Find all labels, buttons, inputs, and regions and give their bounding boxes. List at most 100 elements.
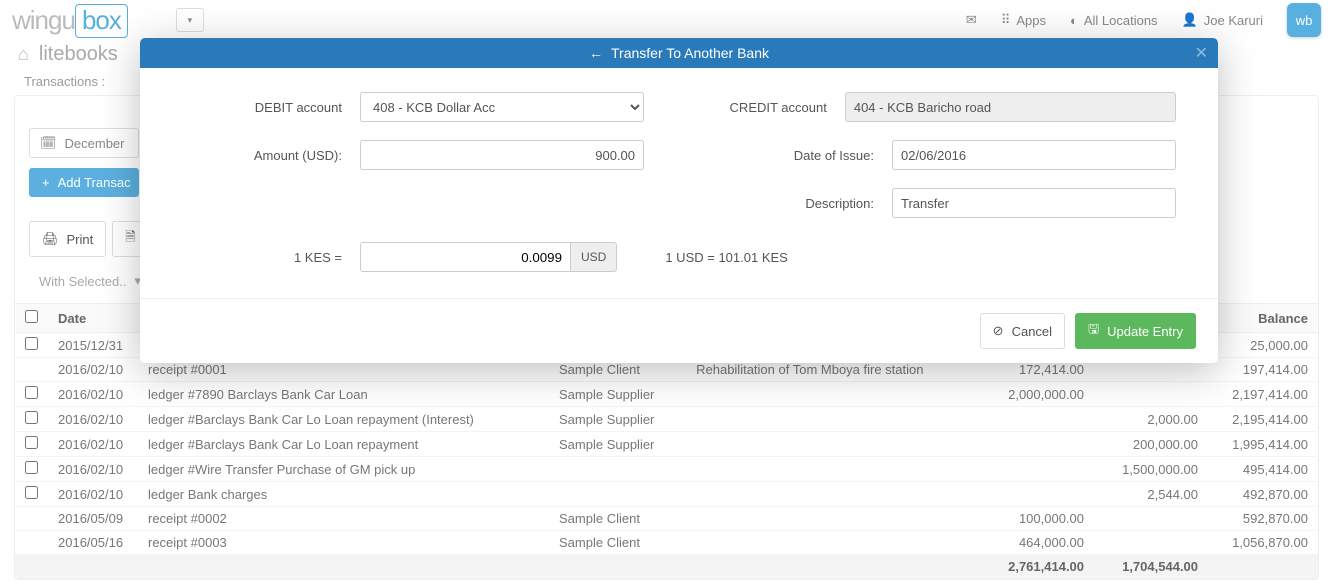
date-label: Date of Issue: [714, 148, 874, 163]
rate-text: 1 USD = 101.01 KES [665, 250, 788, 265]
cell-balance: 495,414.00 [1208, 457, 1318, 482]
cell-desc: receipt #0002 [138, 507, 549, 531]
cell-memo [686, 482, 980, 507]
globe-icon: ◐ [1070, 13, 1078, 28]
cell-debit [980, 457, 1094, 482]
daterange-label: December [65, 136, 125, 151]
rate-input[interactable] [360, 242, 570, 272]
table-row[interactable]: 2016/02/10ledger #7890 Barclays Bank Car… [15, 382, 1318, 407]
rate-label: 1 KES = [182, 250, 342, 265]
rate-group: USD [360, 242, 617, 272]
rate-unit: USD [570, 242, 617, 272]
cell-date: 2016/02/10 [48, 358, 138, 382]
table-row[interactable]: 2016/02/10ledger #Barclays Bank Car Lo L… [15, 432, 1318, 457]
cell-date: 2016/02/10 [48, 482, 138, 507]
row-checkbox[interactable] [25, 461, 38, 474]
cell-debit [980, 407, 1094, 432]
row-checkbox[interactable] [25, 436, 38, 449]
close-icon[interactable]: ✕ [1195, 43, 1208, 63]
cell-balance: 1,056,870.00 [1208, 531, 1318, 555]
cell-balance: 2,195,414.00 [1208, 407, 1318, 432]
row-checkbox[interactable] [25, 337, 38, 350]
row-checkbox[interactable] [25, 411, 38, 424]
total-credit: 1,704,544.00 [1094, 555, 1208, 579]
modal-header: ← Transfer To Another Bank ✕ [140, 38, 1218, 68]
cell-desc: ledger #Barclays Bank Car Lo Loan repaym… [138, 407, 549, 432]
table-row[interactable]: 2016/02/10ledger #Wire Transfer Purchase… [15, 457, 1318, 482]
apps-menu[interactable]: ⠿Apps [1001, 12, 1046, 28]
print-button[interactable]: 🖨Print [29, 221, 106, 257]
top-nav: wingubox ▾ ✉ ⠿Apps ◐All Locations 👤Joe K… [0, 0, 1333, 40]
cell-party [549, 482, 686, 507]
col-date: Date [48, 304, 138, 333]
cell-party [549, 457, 686, 482]
cell-credit: 200,000.00 [1094, 432, 1208, 457]
description-input[interactable] [892, 188, 1176, 218]
with-selected-label: With Selected.. [39, 274, 126, 289]
cell-memo [686, 407, 980, 432]
cell-date: 2016/02/10 [48, 432, 138, 457]
cell-credit [1094, 531, 1208, 555]
back-arrow-icon[interactable]: ← [589, 45, 603, 61]
col-check [15, 304, 48, 333]
locations-menu[interactable]: ◐All Locations [1070, 13, 1158, 28]
daterange-picker[interactable]: 🗓 December [29, 128, 139, 158]
amount-input[interactable] [360, 140, 644, 170]
cell-balance: 2,197,414.00 [1208, 382, 1318, 407]
cell-debit [980, 432, 1094, 457]
plus-icon: + [42, 175, 50, 190]
cell-balance: 1,995,414.00 [1208, 432, 1318, 457]
cancel-icon: ⊘ [993, 323, 1004, 339]
table-row[interactable]: 2016/02/10ledger Bank charges2,544.00492… [15, 482, 1318, 507]
cell-date: 2016/02/10 [48, 457, 138, 482]
update-entry-button[interactable]: 🖫Update Entry [1075, 313, 1196, 349]
cell-memo [686, 531, 980, 555]
print-icon: 🖨 [42, 231, 59, 247]
transfer-modal: ← Transfer To Another Bank ✕ DEBIT accou… [140, 38, 1218, 363]
brand-box: box [75, 4, 128, 38]
cell-date: 2015/12/31 [48, 333, 138, 358]
cell-balance: 492,870.00 [1208, 482, 1318, 507]
mail-icon[interactable]: ✉ [966, 12, 977, 28]
cell-memo [686, 457, 980, 482]
row-checkbox[interactable] [25, 386, 38, 399]
home-icon[interactable]: ⌂ [18, 44, 29, 65]
cell-date: 2016/02/10 [48, 382, 138, 407]
row-checkbox[interactable] [25, 486, 38, 499]
description-label: Description: [714, 196, 874, 211]
context-dropdown[interactable]: ▾ [176, 8, 204, 32]
date-input[interactable] [892, 140, 1176, 170]
add-transaction-button[interactable]: + Add Transac [29, 168, 139, 197]
cell-debit: 100,000.00 [980, 507, 1094, 531]
debit-account-select[interactable]: 408 - KCB Dollar Acc [360, 92, 644, 122]
cell-date: 2016/05/16 [48, 531, 138, 555]
select-all-checkbox[interactable] [25, 310, 38, 323]
cell-party: Sample Supplier [549, 432, 686, 457]
table-row[interactable]: 2016/05/09receipt #0002Sample Client100,… [15, 507, 1318, 531]
cell-debit: 2,000,000.00 [980, 382, 1094, 407]
save-icon: 🖫 [1088, 320, 1099, 342]
table-row[interactable]: 2016/02/10ledger #Barclays Bank Car Lo L… [15, 407, 1318, 432]
cell-desc: ledger #7890 Barclays Bank Car Loan [138, 382, 549, 407]
cell-credit: 2,544.00 [1094, 482, 1208, 507]
user-menu[interactable]: 👤Joe Karuri [1182, 12, 1263, 28]
cell-debit: 464,000.00 [980, 531, 1094, 555]
brand-wingu: wingu [12, 5, 75, 35]
user-icon: 👤 [1182, 12, 1198, 28]
cell-party: Sample Supplier [549, 382, 686, 407]
cell-balance: 592,870.00 [1208, 507, 1318, 531]
debit-label: DEBIT account [182, 100, 342, 115]
cell-balance: 197,414.00 [1208, 358, 1318, 382]
total-debit: 2,761,414.00 [980, 555, 1094, 579]
table-row[interactable]: 2016/05/16receipt #0003Sample Client464,… [15, 531, 1318, 555]
cell-credit: 2,000.00 [1094, 407, 1208, 432]
modal-body: DEBIT account 408 - KCB Dollar Acc Amoun… [140, 68, 1218, 298]
wb-badge[interactable]: wb [1287, 3, 1321, 37]
apps-label: Apps [1016, 13, 1046, 28]
modal-title: Transfer To Another Bank [611, 45, 769, 61]
cancel-button[interactable]: ⊘Cancel [980, 313, 1065, 349]
credit-label: CREDIT account [714, 100, 827, 115]
module-title: litebooks [39, 43, 118, 66]
col-balance: Balance [1208, 304, 1318, 333]
add-transaction-label: Add Transac [58, 175, 131, 190]
